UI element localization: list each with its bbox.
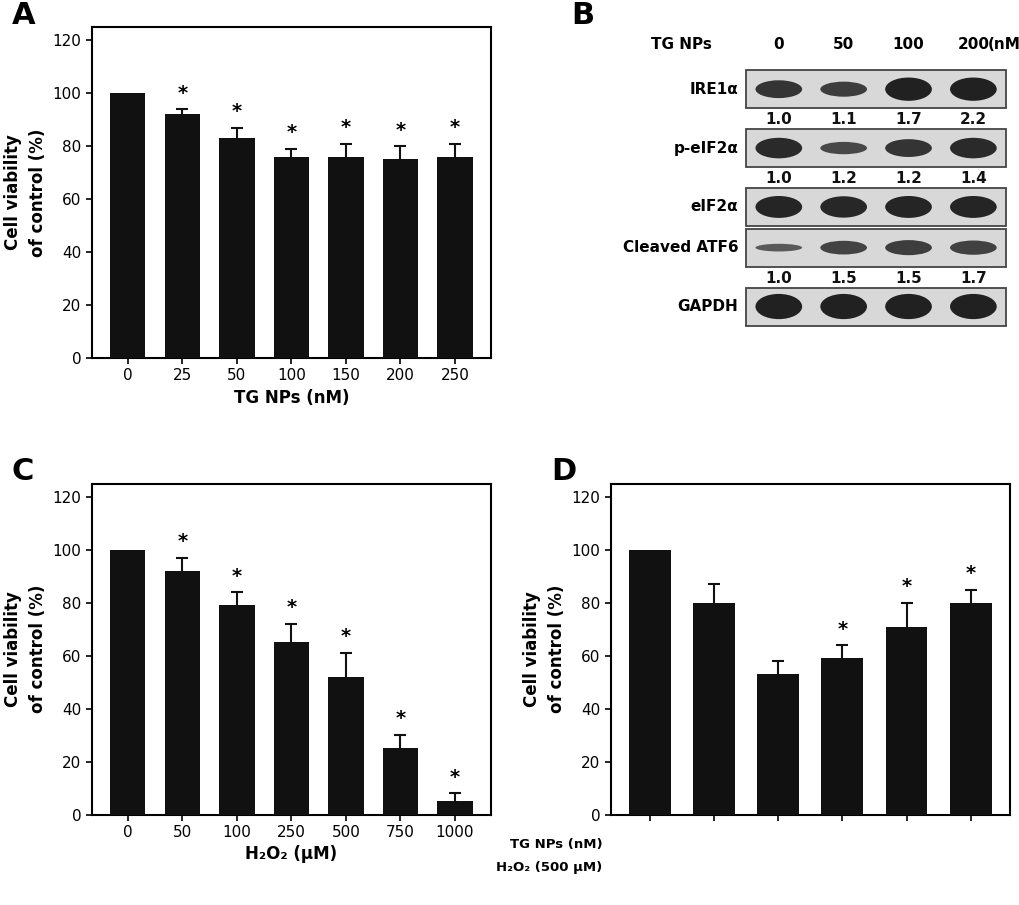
- Ellipse shape: [884, 240, 931, 255]
- Text: B: B: [571, 1, 593, 30]
- Bar: [746, 71, 1005, 109]
- Bar: [756, 674, 798, 814]
- Ellipse shape: [949, 78, 996, 100]
- Y-axis label: Cell viability
of control (%): Cell viability of control (%): [4, 585, 47, 713]
- Text: 1.5: 1.5: [829, 271, 856, 286]
- Bar: [628, 550, 669, 814]
- Bar: [949, 603, 990, 814]
- Text: 50: 50: [833, 37, 854, 52]
- Bar: [110, 93, 146, 358]
- Bar: [746, 188, 1005, 226]
- Text: 200: 200: [957, 37, 988, 52]
- Text: *: *: [449, 118, 460, 137]
- Bar: [746, 288, 1005, 326]
- Bar: [219, 138, 255, 358]
- Ellipse shape: [819, 241, 866, 254]
- Text: 1.0: 1.0: [764, 171, 792, 186]
- Y-axis label: Cell viability
of control (%): Cell viability of control (%): [4, 129, 47, 257]
- Bar: [382, 159, 418, 358]
- Text: *: *: [340, 627, 351, 646]
- Text: 1.5: 1.5: [895, 271, 921, 286]
- Ellipse shape: [949, 241, 996, 255]
- Ellipse shape: [819, 294, 866, 319]
- Text: *: *: [395, 710, 406, 729]
- Text: 2.2: 2.2: [959, 112, 986, 128]
- Text: 1.2: 1.2: [895, 171, 921, 186]
- Text: TG NPs (nM): TG NPs (nM): [510, 838, 602, 851]
- Bar: [437, 801, 473, 814]
- Ellipse shape: [949, 294, 996, 319]
- Text: *: *: [901, 577, 911, 596]
- Ellipse shape: [755, 138, 801, 158]
- Text: IRE1α: IRE1α: [689, 81, 738, 97]
- Bar: [328, 677, 364, 815]
- Bar: [820, 658, 862, 814]
- Ellipse shape: [949, 196, 996, 218]
- Text: *: *: [177, 83, 187, 102]
- Bar: [746, 129, 1005, 167]
- Bar: [382, 748, 418, 814]
- Ellipse shape: [755, 243, 801, 252]
- Text: A: A: [12, 1, 36, 30]
- Y-axis label: Cell viability
of control (%): Cell viability of control (%): [523, 585, 566, 713]
- Text: *: *: [231, 102, 242, 121]
- Bar: [692, 603, 734, 814]
- Text: *: *: [837, 620, 847, 639]
- Bar: [219, 605, 255, 814]
- Ellipse shape: [819, 142, 866, 154]
- Text: *: *: [231, 567, 242, 586]
- Bar: [110, 550, 146, 814]
- Text: 0: 0: [772, 37, 784, 52]
- X-axis label: H₂O₂ (μM): H₂O₂ (μM): [245, 845, 337, 863]
- Text: 1.2: 1.2: [829, 171, 856, 186]
- Bar: [328, 157, 364, 358]
- Text: Cleaved ATF6: Cleaved ATF6: [623, 240, 738, 255]
- Ellipse shape: [884, 196, 931, 218]
- Ellipse shape: [884, 294, 931, 319]
- Text: 1.7: 1.7: [959, 271, 985, 286]
- Text: 1.4: 1.4: [959, 171, 985, 186]
- Ellipse shape: [755, 196, 801, 218]
- Ellipse shape: [884, 139, 931, 157]
- Ellipse shape: [755, 294, 801, 319]
- Ellipse shape: [819, 196, 866, 217]
- Text: (nM): (nM): [987, 37, 1019, 52]
- Bar: [746, 229, 1005, 267]
- Text: p-eIF2α: p-eIF2α: [673, 140, 738, 156]
- Text: 1.0: 1.0: [764, 271, 792, 286]
- Ellipse shape: [819, 81, 866, 97]
- Ellipse shape: [755, 81, 801, 98]
- Text: 1.0: 1.0: [764, 112, 792, 128]
- Text: D: D: [550, 457, 576, 486]
- X-axis label: TG NPs (nM): TG NPs (nM): [233, 389, 348, 407]
- Text: C: C: [12, 457, 35, 486]
- Bar: [164, 571, 200, 814]
- Text: *: *: [395, 120, 406, 139]
- Bar: [164, 115, 200, 358]
- Bar: [884, 626, 926, 814]
- Text: 1.1: 1.1: [829, 112, 856, 128]
- Ellipse shape: [949, 138, 996, 158]
- Text: *: *: [286, 123, 297, 142]
- Text: H₂O₂ (500 μM): H₂O₂ (500 μM): [496, 861, 602, 874]
- Text: *: *: [177, 532, 187, 551]
- Text: TG NPs: TG NPs: [650, 37, 711, 52]
- Ellipse shape: [884, 78, 931, 100]
- Bar: [273, 643, 309, 814]
- Text: *: *: [286, 598, 297, 617]
- Text: *: *: [340, 118, 351, 137]
- Text: *: *: [965, 564, 975, 583]
- Bar: [437, 157, 473, 358]
- Text: 100: 100: [892, 37, 923, 52]
- Text: GAPDH: GAPDH: [677, 299, 738, 314]
- Text: *: *: [449, 767, 460, 786]
- Text: 1.7: 1.7: [895, 112, 921, 128]
- Bar: [273, 157, 309, 358]
- Text: eIF2α: eIF2α: [690, 199, 738, 214]
